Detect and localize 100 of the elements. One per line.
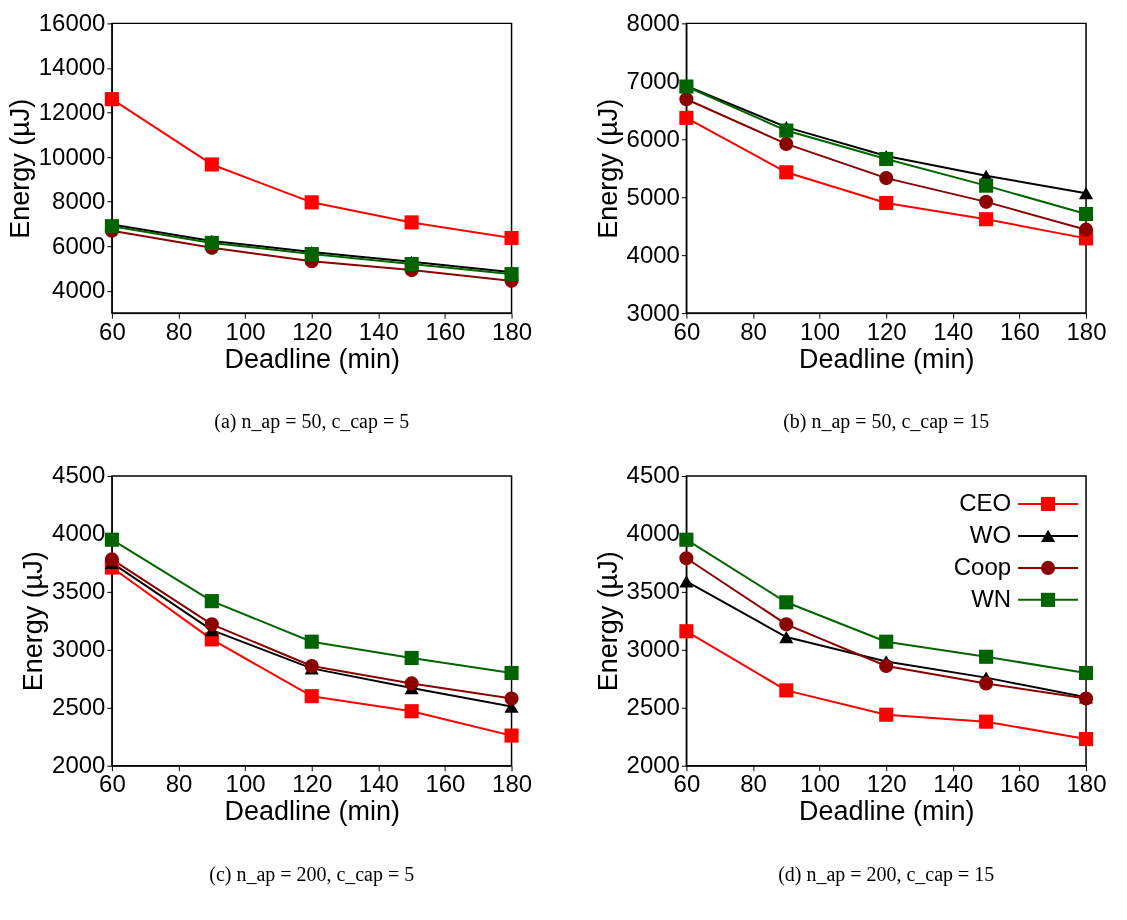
x-axis-title: Deadline (min) <box>799 343 975 374</box>
point <box>879 195 894 211</box>
point <box>504 665 519 681</box>
point <box>1078 187 1094 200</box>
point <box>979 714 994 729</box>
y-tick-label: 4000 <box>52 276 106 304</box>
y-axis-title: Energy (µJ) <box>592 98 623 239</box>
y-tick-label: 6000 <box>626 124 680 152</box>
y-tick-label: 3500 <box>626 577 680 605</box>
x-tick-label: 120 <box>866 317 907 345</box>
x-tick-label: 180 <box>492 317 533 345</box>
x-tick-label: 140 <box>358 317 399 345</box>
point <box>879 151 894 167</box>
y-tick-label: 2500 <box>626 693 680 721</box>
legend-label: WO <box>969 520 1012 548</box>
point <box>879 171 894 186</box>
x-axis-title: Deadline (min) <box>799 796 975 827</box>
point <box>504 230 519 246</box>
point <box>679 110 694 125</box>
x-tick-label: 120 <box>292 317 333 345</box>
x-tick-label: 120 <box>866 770 907 798</box>
y-tick-label: 4000 <box>52 519 106 547</box>
x-tick-label: 120 <box>292 770 333 798</box>
point <box>979 194 994 209</box>
x-tick-label: 160 <box>425 770 466 798</box>
y-tick-label: 4000 <box>626 519 680 547</box>
y-tick-label: 3000 <box>626 635 680 663</box>
y-tick-label: 4000 <box>626 240 680 268</box>
legend-label: Coop <box>953 552 1012 580</box>
x-tick-label: 180 <box>492 770 533 798</box>
point <box>1078 222 1094 237</box>
x-tick-label: 140 <box>933 317 974 345</box>
y-tick-label: 8000 <box>626 8 680 36</box>
point <box>304 689 319 704</box>
x-tick-label: 160 <box>999 317 1040 345</box>
point <box>779 617 794 632</box>
x-tick-label: 180 <box>1066 770 1107 798</box>
point <box>879 658 894 674</box>
point <box>104 532 119 547</box>
point <box>404 215 419 230</box>
x-tick-label: 100 <box>800 770 841 798</box>
y-tick-label: 4500 <box>52 461 106 489</box>
legend-label: CEO <box>959 488 1012 516</box>
point <box>404 704 419 719</box>
y-tick-label: 5000 <box>626 182 680 210</box>
point <box>879 634 894 649</box>
y-tick-label: 7000 <box>626 66 680 94</box>
text: (a) n_ap = 50, c_cap = 5 <box>214 410 410 434</box>
point <box>304 195 319 210</box>
x-tick-label: 140 <box>358 770 399 798</box>
point <box>679 532 694 547</box>
point <box>779 123 794 138</box>
y-tick-label: 3000 <box>52 635 106 663</box>
point <box>404 650 419 665</box>
y-axis-title: Energy (µJ) <box>4 98 35 239</box>
y-tick-label: 8000 <box>52 187 106 215</box>
y-tick-label: 3500 <box>52 577 106 605</box>
x-axis-title: Deadline (min) <box>224 796 400 827</box>
point <box>679 551 694 566</box>
point <box>204 157 219 172</box>
y-tick-label: 10000 <box>38 142 106 170</box>
point <box>1078 206 1094 222</box>
y-tick-label: 4500 <box>626 461 680 489</box>
point <box>104 552 119 567</box>
point <box>979 212 994 227</box>
point <box>779 683 794 698</box>
y-axis-title: Energy (µJ) <box>592 551 623 692</box>
point <box>404 676 419 691</box>
point <box>679 624 694 639</box>
point <box>979 649 994 664</box>
point <box>879 707 894 722</box>
point <box>404 257 419 272</box>
x-tick-label: 100 <box>225 770 266 798</box>
y-tick-label: 6000 <box>52 231 106 259</box>
x-tick-label: 180 <box>1066 317 1107 345</box>
legend-label: WN <box>971 584 1012 612</box>
x-tick-label: 80 <box>740 317 767 345</box>
x-tick-label: 80 <box>165 317 193 345</box>
x-tick-label: 160 <box>425 317 466 345</box>
x-tick-label: 60 <box>99 317 126 345</box>
point <box>504 691 519 706</box>
point <box>779 630 794 644</box>
point <box>204 594 219 609</box>
x-axis-title: Deadline (min) <box>224 343 400 374</box>
point <box>204 617 219 632</box>
point <box>779 595 794 610</box>
point <box>1078 731 1094 747</box>
x-tick-label: 80 <box>740 770 767 798</box>
y-tick-label: 16000 <box>38 8 106 36</box>
x-tick-label: 100 <box>225 317 266 345</box>
point <box>779 165 794 180</box>
y-tick-label: 2500 <box>52 693 106 721</box>
point <box>304 634 319 649</box>
point <box>779 136 794 151</box>
x-tick-label: 100 <box>800 317 841 345</box>
point <box>304 658 319 674</box>
point <box>1078 665 1094 681</box>
text: (d) n_ap = 200, c_cap = 15 <box>778 862 995 886</box>
x-tick-label: 140 <box>933 770 974 798</box>
text: (c) n_ap = 200, c_cap = 5 <box>209 862 415 886</box>
